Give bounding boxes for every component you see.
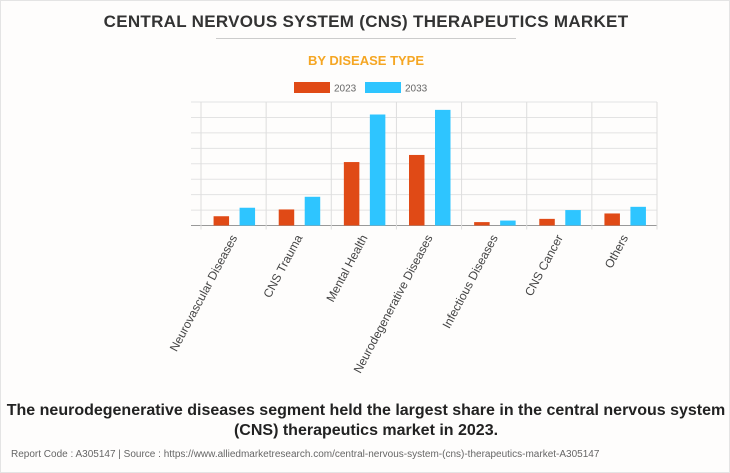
bar-2033: [304, 196, 321, 226]
bar-2033: [435, 109, 451, 226]
title-divider: [216, 38, 516, 39]
legend-label: 2033: [405, 84, 428, 95]
x-tick-label: Mental Health: [323, 232, 370, 304]
bar-2033: [239, 207, 256, 226]
chart-caption: The neurodegenerative diseases segment h…: [6, 402, 726, 439]
bar-2023: [213, 216, 230, 226]
bar-2023: [474, 222, 490, 226]
x-tick-label: Neurodegenerative Diseases: [351, 232, 436, 375]
x-tick-label: CNS Trauma: [260, 232, 305, 300]
bar-2023: [343, 162, 360, 226]
bar-2023: [604, 213, 620, 226]
x-tick-label: CNS Cancer: [522, 232, 566, 298]
bar-2023: [409, 154, 425, 226]
source-footer: Report Code : A305147 | Source : https:/…: [11, 449, 600, 460]
x-tick-label: Infectious Diseases: [440, 232, 501, 330]
chart-title: CENTRAL NERVOUS SYSTEM (CNS) THERAPEUTIC…: [103, 12, 629, 31]
bar-2023: [278, 209, 295, 226]
chart-subtitle: BY DISEASE TYPE: [307, 53, 425, 68]
legend-swatch-2033: [365, 82, 401, 93]
legend-swatch-2023: [294, 82, 330, 93]
bar-2033: [630, 206, 646, 226]
bar-2033: [369, 114, 386, 226]
bar-2023: [539, 218, 555, 226]
x-tick-label: Others: [602, 232, 631, 270]
bar-2033: [500, 220, 516, 226]
x-tick-label: Neurovascular Diseases: [167, 232, 240, 353]
bar-chart: Neurovascular Diseases CNS Trauma Mental H…: [167, 82, 658, 376]
legend-label: 2023: [334, 84, 357, 95]
bar-2033: [565, 210, 581, 226]
